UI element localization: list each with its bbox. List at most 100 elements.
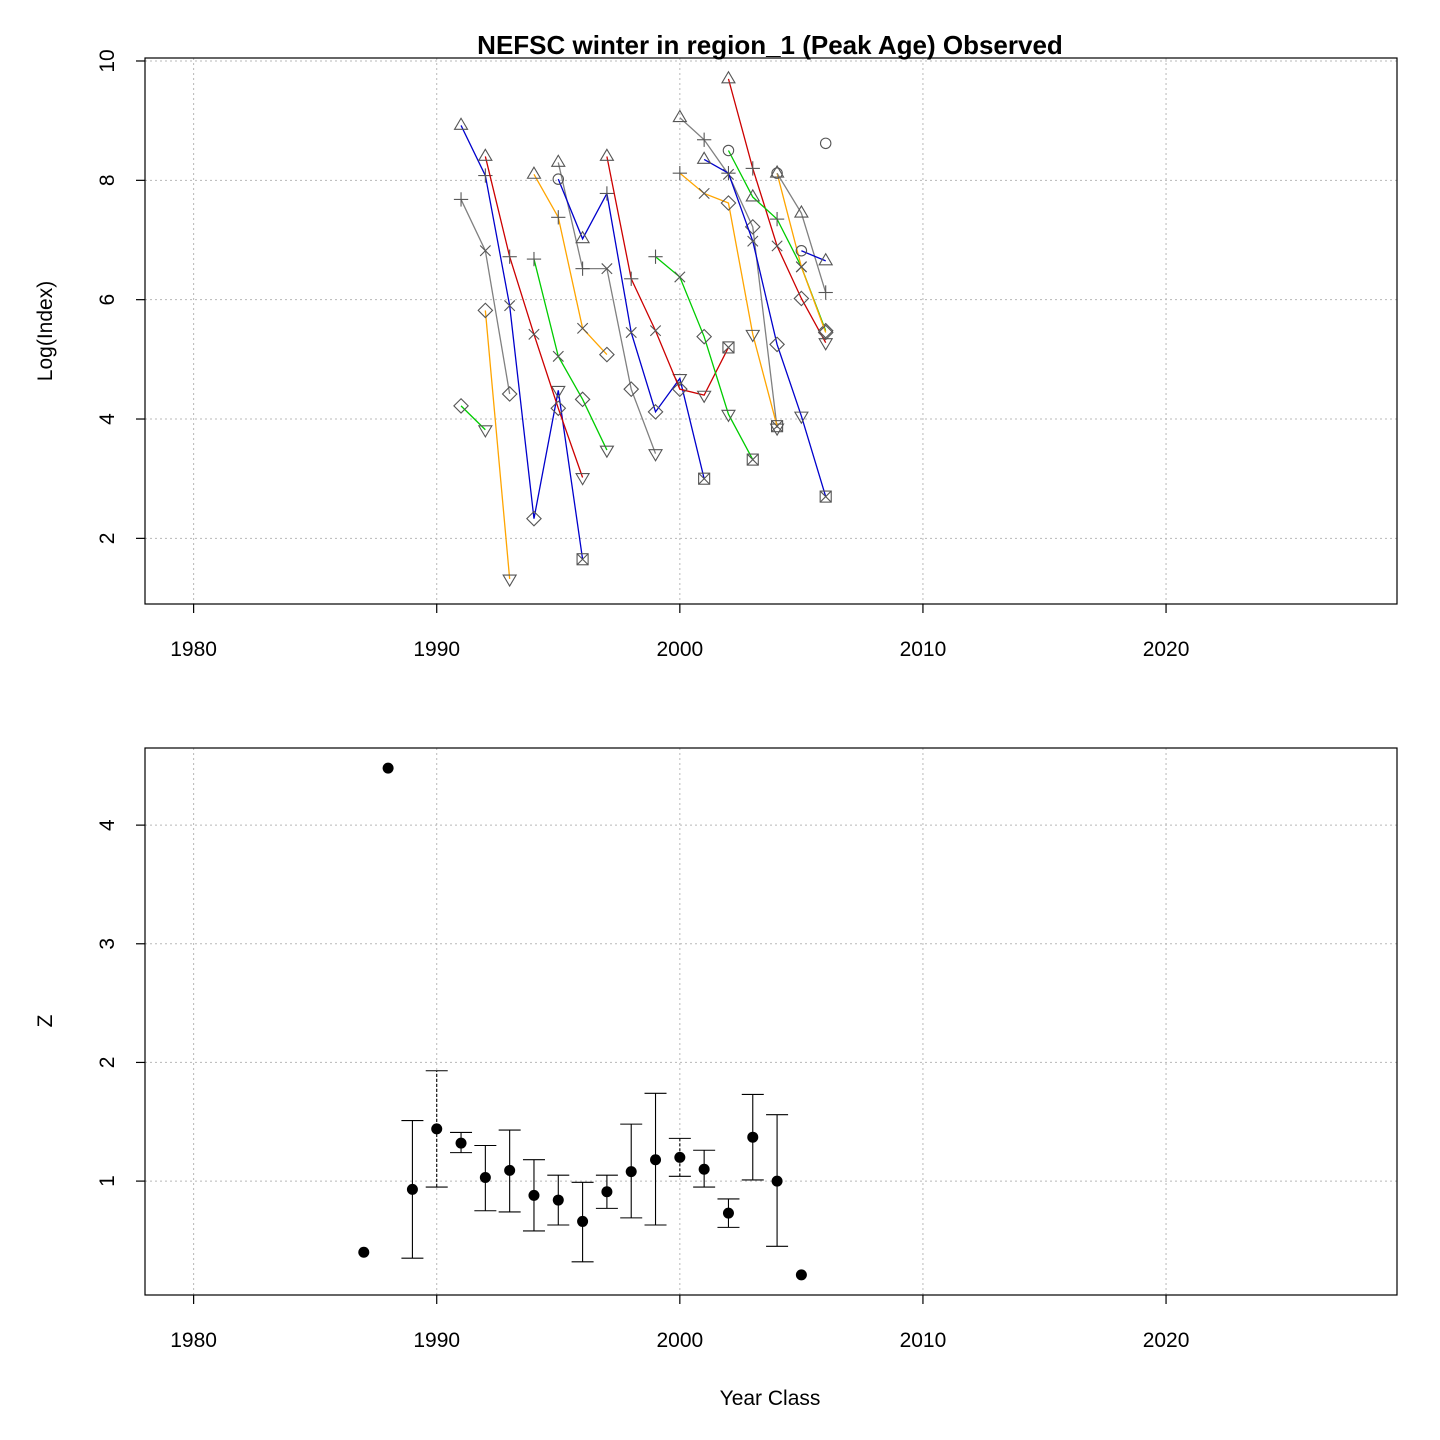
cross-marker-b <box>625 326 637 339</box>
marker-triangle <box>575 230 591 244</box>
marker-tridown <box>648 449 663 462</box>
z-point <box>431 1123 443 1135</box>
z-point <box>625 1166 637 1178</box>
cross-marker-b <box>528 328 540 340</box>
z-estimate-1988 <box>382 762 394 774</box>
diamond-marker-shape <box>477 302 494 319</box>
marker-tridown <box>720 409 736 423</box>
box-marker-shape <box>698 472 711 485</box>
z-point <box>358 1246 370 1258</box>
cohort-series-4 <box>477 302 518 588</box>
box-marker-x-b <box>698 472 711 485</box>
triangle-marker-shape <box>769 164 785 178</box>
diamond-marker-shape <box>647 403 664 420</box>
down-triangle-marker-shape <box>793 411 809 425</box>
marker-diamond <box>769 336 786 353</box>
triangle-marker-shape <box>477 148 493 161</box>
marker-boxx <box>819 490 832 503</box>
triangle-marker-shape <box>745 188 761 202</box>
marker-diamond <box>647 403 664 420</box>
bottom-x-tick-label: 1980 <box>170 1329 217 1352</box>
cohort-series-1 <box>453 397 493 438</box>
circle-marker-shape <box>795 244 808 257</box>
cohort-line-13 <box>679 172 778 427</box>
z-estimate-1996 <box>571 1181 594 1263</box>
marker-tridown <box>575 473 591 486</box>
diamond-marker-shape <box>769 336 786 353</box>
marker-boxx <box>771 420 784 433</box>
z-estimate-2003 <box>741 1093 764 1181</box>
down-triangle-marker-shape <box>599 445 615 459</box>
box-marker-x-b <box>722 341 735 354</box>
bottom-x-tick-label: 2000 <box>656 1329 703 1352</box>
marker-tridown <box>793 411 809 425</box>
down-triangle-marker-shape <box>818 338 834 351</box>
marker-cross <box>552 350 564 362</box>
z-point <box>577 1215 589 1227</box>
marker-tridown <box>696 390 712 404</box>
marker-plus <box>599 186 615 201</box>
marker-plus <box>769 211 785 227</box>
marker-triangle <box>793 204 809 218</box>
box-marker-shape <box>576 553 589 566</box>
diamond-marker-shape <box>623 381 640 398</box>
top-x-tick-label: 2010 <box>900 638 947 661</box>
diamond-marker-shape <box>550 400 567 417</box>
marker-plus <box>696 132 712 147</box>
diamond-marker-shape <box>671 381 688 398</box>
marker-diamond <box>550 400 567 417</box>
top-y-tick-label: 10 <box>96 49 119 72</box>
marker-triangle <box>453 117 469 130</box>
z-estimate-1993 <box>498 1129 521 1213</box>
triangle-marker-shape <box>550 154 566 167</box>
log-index-panel: 1980 1990 2000 2010 2020 2 4 6 8 10 NEFSC winter … <box>34 30 1398 661</box>
z-point <box>795 1269 807 1281</box>
marker-tridown <box>477 425 493 438</box>
marker-circle <box>819 137 832 150</box>
cohort-series-2 <box>453 192 518 402</box>
top-y-tick-label: 6 <box>96 294 119 306</box>
z-estimate-1997 <box>595 1174 618 1209</box>
top-x-tick-label: 2000 <box>656 638 703 661</box>
box-marker-shape <box>722 341 735 354</box>
marker-plus <box>575 261 590 276</box>
cross-marker-b <box>504 300 516 312</box>
triangle-marker-shape <box>575 230 591 244</box>
bottom-axes: 1980 1990 2000 2010 2020 1 2 3 4 <box>96 819 1189 1352</box>
marker-triangle <box>769 164 785 178</box>
z-point <box>406 1183 418 1195</box>
z-estimate-1994 <box>522 1159 545 1232</box>
cross-marker-b <box>479 245 491 257</box>
top-y-tick-label: 4 <box>96 413 119 425</box>
diamond-marker-shape <box>501 386 518 402</box>
marker-diamond <box>453 397 469 414</box>
z-estimate-1989 <box>401 1120 424 1259</box>
marker-triangle <box>550 154 566 167</box>
bottom-y-axis-label: Z <box>34 1014 57 1027</box>
marker-diamond <box>671 381 688 398</box>
circle-marker-shape <box>722 144 735 157</box>
z-point <box>722 1207 734 1219</box>
marker-circle <box>771 167 783 179</box>
marker-triangle <box>720 70 736 84</box>
z-estimate-2000 <box>668 1137 691 1177</box>
cohort-series-18 <box>769 164 833 300</box>
triangle-marker-shape <box>818 252 834 266</box>
triangle-marker-shape <box>696 151 712 164</box>
circle-marker-shape <box>552 173 565 185</box>
marker-tridown <box>745 329 761 343</box>
down-triangle-marker-shape <box>575 473 591 486</box>
marker-circle <box>795 244 808 257</box>
cross-marker-b <box>674 271 686 283</box>
circle-marker-shape <box>819 137 832 150</box>
top-x-tick-label: 2020 <box>1143 638 1190 661</box>
marker-cross <box>504 300 516 312</box>
marker-diamond <box>744 218 761 235</box>
cohort-line-14 <box>703 158 827 497</box>
marker-diamond <box>598 346 615 363</box>
marker-diamond <box>720 195 737 211</box>
diamond-marker-shape <box>744 218 761 235</box>
bottom-points <box>358 762 807 1281</box>
marker-boxx <box>576 553 589 566</box>
cohort-line-7 <box>533 174 608 356</box>
